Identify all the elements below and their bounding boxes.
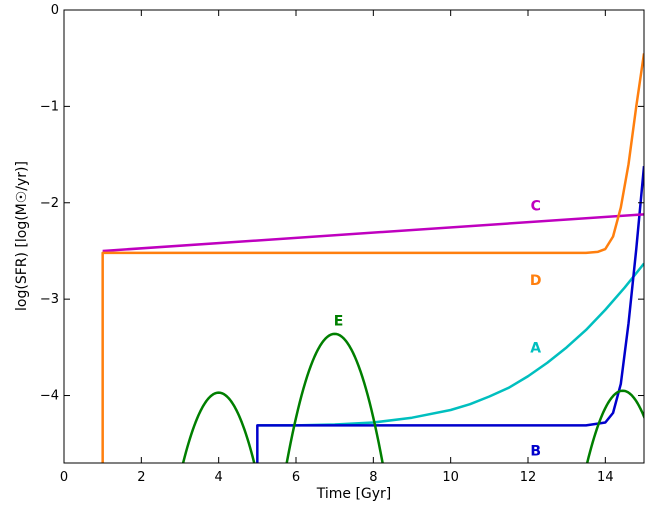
series-line-e (181, 332, 644, 463)
y-tick-label: 0 (51, 3, 59, 18)
y-tick-label: −3 (40, 292, 59, 307)
x-tick-label: 10 (442, 470, 459, 485)
plot-frame (63, 9, 645, 464)
y-tick-label: −1 (40, 99, 59, 114)
y-axis-label: log(SFR) [log(M☉/yr)] (14, 161, 30, 311)
series-label-c: C (531, 199, 541, 215)
series-label-e: E (334, 313, 344, 329)
series-label-d: D (530, 273, 542, 289)
x-axis-label: Time [Gyr] (316, 486, 392, 502)
series-label-a: A (530, 340, 541, 356)
x-tick-label: 0 (60, 470, 68, 485)
x-tick-label: 8 (369, 470, 377, 485)
x-tick-label: 2 (137, 470, 145, 485)
series-layer (101, 53, 644, 463)
x-tick-label: 14 (597, 470, 614, 485)
x-tick-label: 4 (215, 470, 223, 485)
series-line-a (257, 262, 644, 427)
ticks-layer: 0 2 4 6 8 10 12 14 0 −1 −2 −3 −4 (40, 3, 644, 485)
series-label-b: B (530, 443, 541, 459)
series-line-d (101, 53, 644, 463)
y-tick-label: −2 (40, 196, 59, 211)
series-labels-layer: A B C D E (334, 199, 542, 460)
y-tick-label: −4 (40, 389, 59, 404)
series-line-b (256, 166, 644, 463)
series-line-c (102, 213, 644, 253)
x-tick-label: 6 (292, 470, 300, 485)
x-tick-label: 12 (520, 470, 537, 485)
